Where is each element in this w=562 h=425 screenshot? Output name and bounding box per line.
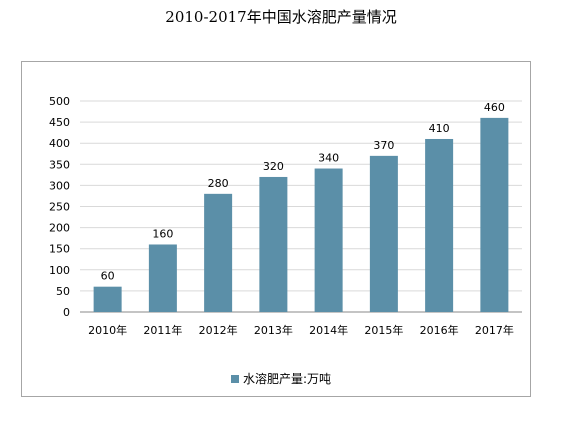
x-tick-label: 2015年: [364, 323, 403, 337]
data-label: 340: [318, 152, 339, 165]
data-label: 60: [101, 270, 115, 283]
y-tick-label: 400: [49, 137, 70, 150]
y-tick-label: 500: [49, 95, 70, 108]
bar: [204, 193, 233, 312]
bar: [480, 117, 509, 312]
bar: [425, 138, 454, 312]
y-tick-label: 100: [49, 264, 70, 277]
legend-label: 水溶肥产量:万吨: [242, 372, 332, 386]
x-tick-label: 2016年: [420, 323, 459, 337]
data-label: 460: [484, 101, 505, 114]
x-tick-label: 2017年: [475, 323, 514, 337]
x-tick-label: 2012年: [199, 323, 238, 337]
bar: [148, 244, 177, 312]
y-tick-label: 150: [49, 243, 70, 256]
y-tick-label: 250: [49, 201, 70, 214]
legend: 水溶肥产量:万吨: [0, 370, 562, 387]
data-labels: 60 160 280 320 340 370 410 460: [101, 101, 505, 283]
data-label: 160: [152, 227, 173, 240]
data-label: 320: [263, 160, 284, 173]
x-tick-label: 2014年: [309, 323, 348, 337]
bar: [93, 286, 122, 312]
data-label: 280: [208, 177, 229, 190]
y-tick-label: 350: [49, 158, 70, 171]
chart-title: 2010-2017年中国水溶肥产量情况: [165, 8, 397, 26]
legend-swatch: [230, 374, 239, 383]
y-tick-label: 300: [49, 179, 70, 192]
x-tick-label: 2013年: [254, 323, 293, 337]
y-tick-label: 200: [49, 222, 70, 235]
bar: [259, 176, 288, 312]
y-tick-label: 0: [63, 306, 70, 319]
x-axis: 2010年 2011年 2012年 2013年 2014年 2015年 2016年 2017年: [88, 323, 514, 337]
x-tick-label: 2011年: [143, 323, 182, 337]
y-tick-label: 450: [49, 116, 70, 129]
x-tick-label: 2010年: [88, 323, 127, 337]
data-label: 410: [429, 122, 450, 135]
bar: [369, 155, 398, 312]
data-label: 370: [373, 139, 394, 152]
gridlines: [80, 100, 522, 313]
y-tick-label: 50: [56, 285, 70, 298]
bar: [314, 168, 343, 312]
bar-series: [93, 117, 509, 312]
y-axis: 0 50 100 150 200 250 300 350 400 450 500: [49, 95, 70, 319]
